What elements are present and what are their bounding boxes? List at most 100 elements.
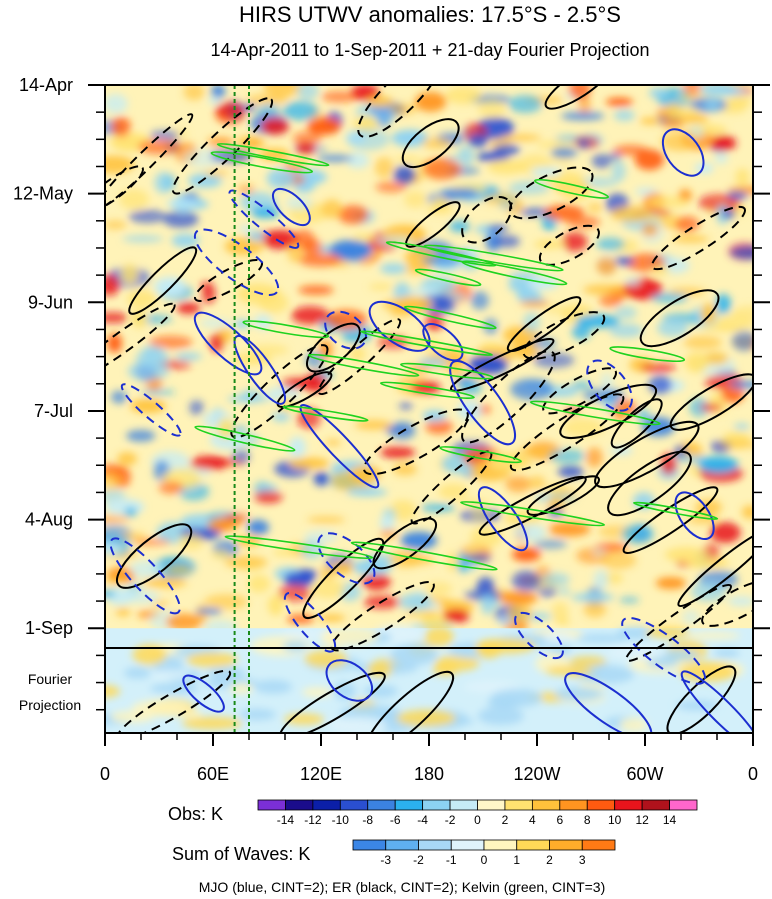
kelvin-contour — [400, 362, 494, 380]
obs-anomaly-cell — [119, 188, 149, 210]
kelvin-contour — [194, 425, 296, 452]
obs-anomaly-cell — [126, 429, 156, 442]
obs-colorbar-level-label: -4 — [417, 813, 428, 827]
waves-colorbar: -3 -2 -1 0 1 2 3 — [352, 839, 616, 867]
projection-anomaly-cell — [607, 645, 667, 660]
mjo-contour — [674, 491, 715, 540]
heatmap-field — [105, 85, 753, 733]
obs-colorbar-title: Obs: K — [168, 804, 223, 824]
obs-anomaly-cell — [648, 375, 672, 395]
mjo-contour — [621, 617, 707, 685]
obs-anomaly-cell — [189, 400, 205, 416]
x-axis: 0 60E 120E 180 120W 60W 0 — [100, 733, 758, 784]
projection-anomaly-cell — [713, 648, 740, 658]
kelvin-contour — [350, 541, 498, 571]
obs-anomaly-cell — [289, 457, 330, 469]
mjo-contour — [271, 187, 311, 227]
kelvin-contour — [633, 501, 719, 520]
obs-colorbar-swatch — [504, 799, 533, 811]
obs-anomaly-cell — [129, 560, 165, 579]
mjo-contour — [283, 591, 337, 653]
obs-anomaly-cell — [534, 239, 565, 249]
mjo-contour — [193, 228, 280, 296]
obs-anomaly-cell — [138, 139, 182, 155]
obs-colorbar-level-label: 6 — [556, 813, 563, 827]
obs-anomaly-cell — [251, 206, 280, 219]
obs-anomaly-cell — [349, 345, 366, 362]
obs-anomaly-cell — [123, 590, 160, 604]
obs-anomaly-cell — [215, 101, 245, 118]
obs-anomaly-cell — [614, 306, 638, 320]
obs-anomaly-cell — [530, 167, 562, 177]
obs-anomaly-cell — [398, 593, 432, 611]
er-contour — [542, 367, 618, 415]
obs-anomaly-cell — [698, 85, 739, 96]
obs-colorbar-level-label: -14 — [277, 813, 295, 827]
obs-anomaly-cell — [600, 372, 614, 391]
projection-anomaly-cell — [554, 686, 604, 702]
y-axis: 14-Apr 12-May 9-Jun 7-Jul 4-Aug 1-Sep — [13, 75, 770, 711]
mjo-contour — [182, 674, 225, 713]
obs-colorbar-level-label: 4 — [529, 813, 536, 827]
obs-anomaly-cell — [494, 235, 521, 248]
obs-anomaly-cell — [337, 205, 369, 225]
obs-anomaly-cell — [143, 576, 187, 588]
obs-anomaly-cell — [127, 361, 169, 381]
obs-anomaly-cell — [105, 93, 128, 114]
obs-anomaly-cell — [307, 116, 342, 135]
obs-anomaly-cell — [661, 132, 698, 152]
er-contour — [669, 373, 753, 431]
obs-anomaly-cell — [163, 210, 199, 228]
obs-anomaly-cell — [533, 539, 568, 549]
obs-anomaly-cell — [128, 209, 167, 224]
obs-anomaly-cell — [254, 490, 283, 504]
obs-anomaly-cell — [200, 282, 214, 289]
obs-anomaly-cell — [393, 296, 432, 313]
obs-anomaly-cell — [527, 276, 559, 290]
obs-colorbar-swatch — [669, 799, 698, 811]
projection-anomaly-cell — [151, 670, 189, 679]
obs-anomaly-cell — [704, 98, 721, 111]
obs-anomaly-cell — [121, 532, 146, 541]
obs-anomaly-cell — [519, 299, 550, 307]
obs-anomaly-cell — [126, 290, 157, 308]
obs-colorbar-swatch — [285, 799, 314, 811]
kelvin-contour — [461, 260, 568, 286]
obs-anomaly-cell — [247, 575, 271, 593]
obs-anomaly-cell — [165, 197, 198, 210]
obs-anomaly-cell — [560, 111, 605, 121]
kelvin-contour — [533, 178, 610, 199]
obs-anomaly-cell — [207, 517, 239, 532]
x-tick-label: 0 — [100, 764, 110, 784]
obs-anomaly-cell — [224, 556, 268, 569]
obs-anomaly-cell — [111, 390, 127, 404]
waves-colorbar-swatch — [418, 839, 452, 851]
waves-colorbar-level-label: 1 — [513, 853, 520, 867]
er-contour — [677, 527, 753, 608]
obs-anomaly-cell — [298, 252, 342, 267]
obs-anomaly-cell — [448, 369, 466, 377]
obs-anomaly-cell — [152, 599, 169, 608]
er-contour — [651, 205, 746, 271]
obs-anomaly-cell — [154, 171, 173, 194]
obs-anomaly-cell — [508, 181, 550, 195]
waves-colorbar-level-label: 0 — [481, 853, 488, 867]
obs-anomaly-cell — [259, 148, 291, 162]
obs-anomaly-cell — [248, 344, 289, 356]
obs-anomaly-cell — [591, 154, 612, 169]
obs-anomaly-cell — [346, 488, 388, 497]
obs-anomaly-cell — [178, 532, 204, 551]
obs-anomaly-cell — [508, 280, 534, 293]
obs-anomaly-cell — [496, 615, 514, 626]
obs-anomaly-cell — [641, 417, 676, 437]
waves-colorbar-swatch — [516, 839, 550, 851]
obs-anomaly-cell — [121, 263, 138, 285]
er-contour — [279, 671, 386, 733]
footer-legend: MJO (blue, CINT=2); ER (black, CINT=2); … — [199, 879, 606, 895]
obs-anomaly-cell — [105, 155, 135, 174]
kelvin-contour — [609, 346, 686, 363]
kelvin-contour — [282, 405, 369, 422]
er-contour — [461, 350, 556, 444]
projection-anomaly-cell — [490, 688, 543, 708]
y-tick-label: 12-May — [13, 184, 73, 204]
